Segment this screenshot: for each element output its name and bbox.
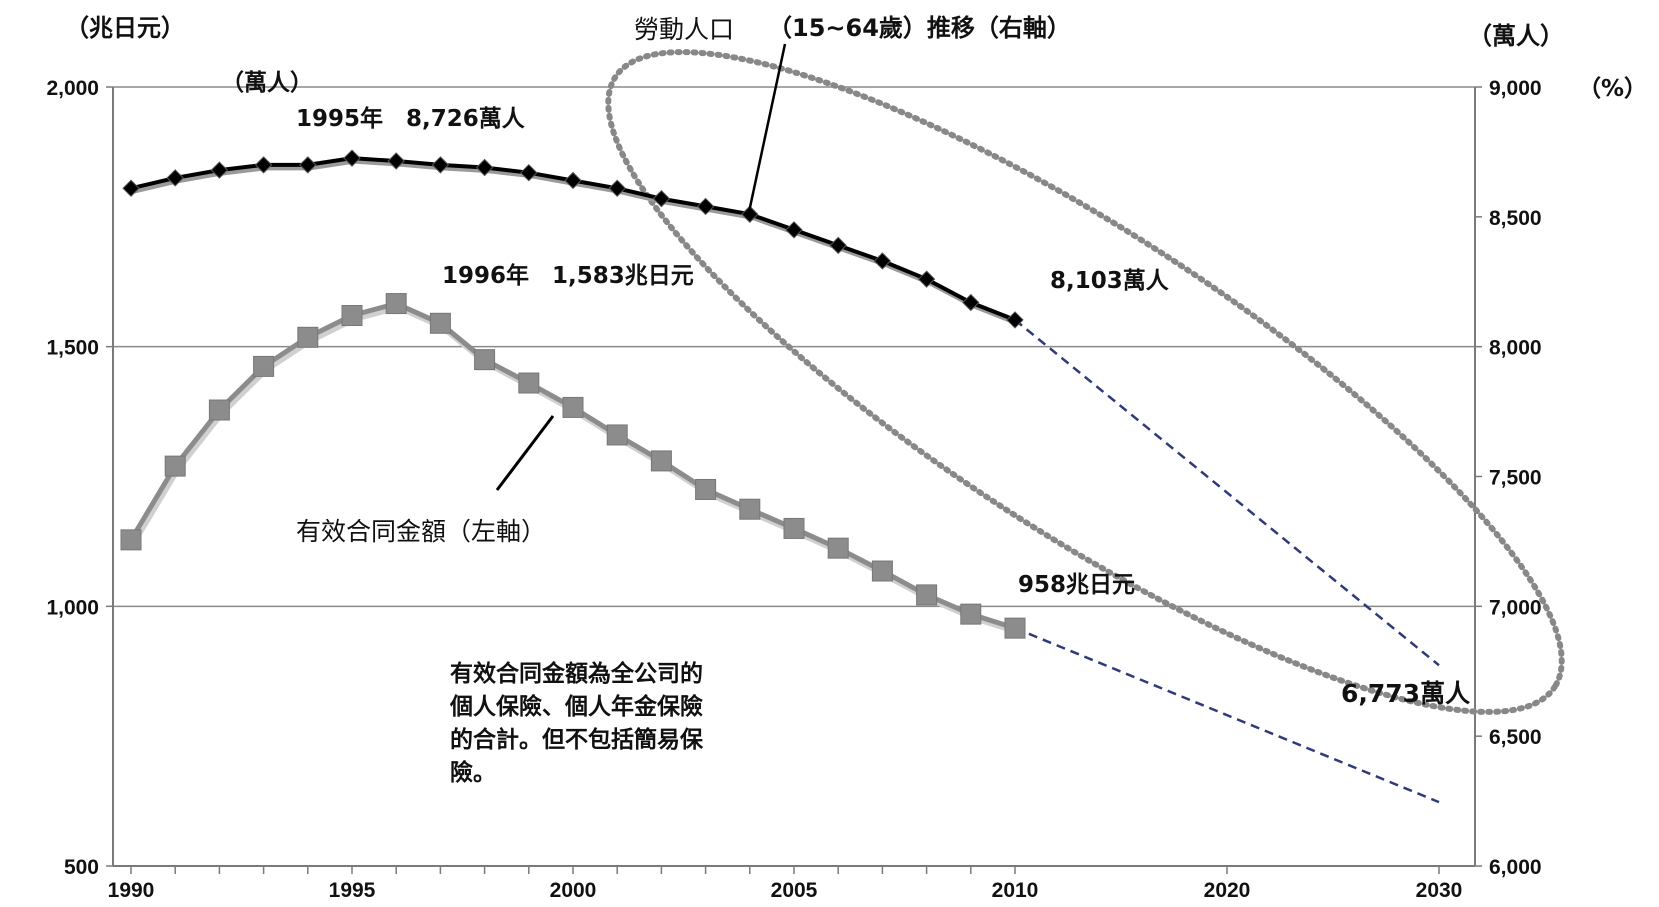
left-tick-label: 500 [64, 856, 99, 879]
right-tick-label: 6,000 [1489, 856, 1542, 879]
data-point-amount [1004, 617, 1026, 639]
data-point-workforce [343, 149, 361, 167]
data-point-amount [518, 372, 540, 394]
note-line: 個人保險、個人年金保險 [449, 693, 703, 720]
data-point-amount [429, 312, 451, 334]
workforce-leader-line [747, 43, 787, 213]
data-point-workforce [741, 205, 759, 223]
data-point-workforce [431, 156, 450, 174]
x-tick-label: 1990 [108, 879, 155, 902]
note-line: 險。 [450, 759, 496, 786]
data-point-amount [208, 399, 230, 421]
data-point-workforce [122, 179, 140, 197]
left-axis-unit: （兆日元） [65, 14, 185, 42]
data-point-amount [385, 293, 407, 315]
data-point-amount [297, 326, 319, 348]
data-point-amount [562, 396, 584, 418]
data-point-amount [695, 478, 717, 500]
x-tick-label: 2030 [1416, 879, 1463, 902]
data-point-workforce [387, 152, 405, 170]
data-point-workforce [520, 163, 538, 182]
data-point-amount [916, 584, 938, 606]
note-line: 有效合同金額為全公司的 [450, 660, 703, 687]
peak-workforce-label: 1995年 8,726萬人 [296, 105, 526, 132]
data-point-workforce [785, 221, 803, 239]
grid-lines [113, 86, 1475, 608]
x-tick-label: 2020 [1204, 879, 1251, 902]
note-line: 的合計。但不包括簡易保 [450, 726, 704, 753]
data-point-workforce [829, 236, 847, 255]
data-point-amount [474, 349, 496, 371]
right-tick-label: 8,000 [1489, 337, 1542, 360]
data-point-workforce [166, 169, 184, 187]
note-block: 有效合同金額為全公司的 個人保險、個人年金保險 的合計。但不包括簡易保 險。 [449, 660, 704, 786]
projection-line [1014, 318, 1440, 667]
right-tick-label: 9,000 [1489, 77, 1542, 100]
x-tick-label: 1995 [329, 879, 376, 902]
workforce-title-b: （15~64歲）推移（右軸） [768, 14, 1071, 42]
amount-leader-line [495, 415, 555, 491]
data-point-amount [120, 529, 142, 551]
data-point-workforce [210, 161, 229, 179]
data-point-workforce [652, 189, 671, 208]
left-tick-label: 2,000 [46, 77, 99, 100]
end-amount-label: 958兆日元 [1018, 572, 1135, 598]
series-line-shadow [129, 302, 1019, 635]
peak-unit-label: （萬人） [221, 69, 313, 96]
right-tick-label: 6,500 [1489, 726, 1542, 749]
data-point-workforce [1006, 311, 1024, 329]
left-tick-label: 1,000 [46, 596, 99, 619]
data-point-workforce [299, 156, 317, 174]
right-tick-label: 7,000 [1489, 596, 1542, 619]
data-point-workforce [873, 252, 892, 270]
workforce-title-a: 勞動人口 [634, 15, 734, 44]
right-tick-label: 7,500 [1489, 467, 1542, 490]
amount-series-title: 有效合同金額（左軸） [296, 517, 546, 546]
left-tick-label: 1,500 [46, 337, 99, 360]
plot-frame [106, 86, 1482, 874]
data-point-amount [871, 560, 893, 582]
data-point-amount [960, 603, 982, 625]
data-point-workforce [696, 197, 715, 216]
data-point-workforce [917, 270, 936, 288]
data-point-amount [650, 450, 672, 472]
right-tick-label: 8,500 [1489, 207, 1542, 230]
end-workforce-label: 8,103萬人 [1050, 268, 1170, 294]
data-point-amount [739, 498, 761, 520]
data-point-amount [827, 537, 849, 559]
data-point-amount [606, 424, 628, 446]
tick-labels: 2,000 1,500 1,000 500 9,000 8,500 8,000 7,500 7,… [46, 77, 1541, 902]
data-point-workforce [254, 156, 273, 174]
right-axis-unit-people: （萬人） [1468, 22, 1564, 50]
data-point-workforce [962, 293, 980, 312]
right-axis-unit-percent: （%） [1578, 75, 1647, 102]
data-point-workforce [608, 179, 626, 197]
proj-workforce-label: 6,773萬人 [1341, 679, 1470, 708]
data-point-amount [783, 517, 805, 539]
x-tick-label: 2000 [550, 879, 597, 902]
data-point-workforce [475, 158, 494, 177]
highlight-ellipse [605, 49, 1565, 715]
data-point-amount [341, 305, 363, 327]
series-layer [120, 149, 1440, 804]
data-point-amount [164, 455, 186, 477]
data-point-workforce [564, 171, 582, 190]
projection-line [1014, 626, 1440, 804]
x-tick-label: 2010 [992, 879, 1039, 902]
data-point-amount [253, 355, 275, 377]
x-tick-label: 2005 [771, 879, 818, 902]
peak-amount-label: 1996年 1,583兆日元 [442, 262, 694, 289]
